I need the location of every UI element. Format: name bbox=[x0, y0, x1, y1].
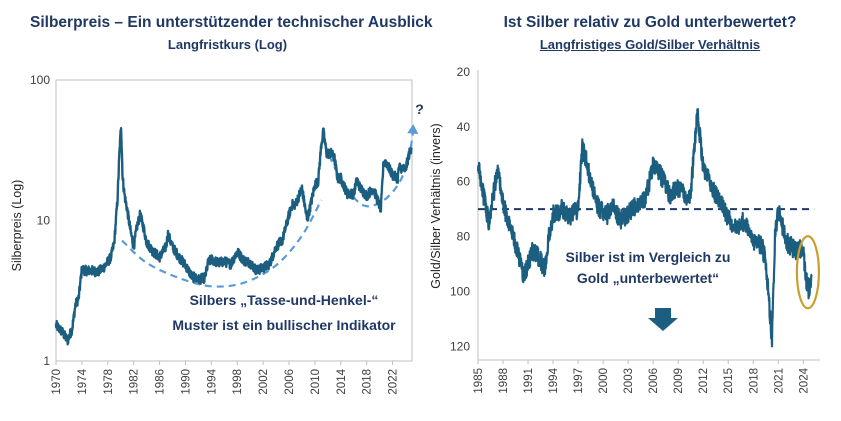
right-y-tick-label: 120 bbox=[450, 339, 470, 353]
right-y-tick-label: 20 bbox=[457, 65, 471, 79]
cup-handle-annotation-line2: Muster ist ein bullischer Indikator bbox=[172, 317, 396, 333]
left-x-tick-label: 1982 bbox=[129, 369, 141, 395]
right-x-tick-label: 2021 bbox=[773, 368, 785, 394]
left-x-tick-label: 2002 bbox=[258, 369, 270, 395]
right-y-tick-label: 80 bbox=[457, 230, 471, 244]
left-x-tick-label: 2014 bbox=[336, 368, 348, 394]
recent-highlight-ellipse bbox=[795, 235, 821, 310]
cup-handle-annotation-line1: Silbers „Tasse-und-Henkel-“ bbox=[190, 292, 379, 308]
left-x-tick-label: 2006 bbox=[284, 369, 296, 395]
left-x-tick-label: 2018 bbox=[362, 369, 374, 395]
right-x-tick-label: 1988 bbox=[498, 368, 510, 394]
left-chart-title: Silberpreis – Ein unterstützender techni… bbox=[30, 14, 433, 31]
right-y-axis-label: Gold/Silber Verhältnis (invers) bbox=[429, 123, 443, 288]
gold-silver-ratio-line bbox=[476, 107, 813, 348]
left-y-tick-label: 10 bbox=[37, 214, 51, 228]
silver-price-line bbox=[54, 126, 413, 346]
right-x-tick-label: 2006 bbox=[648, 368, 660, 394]
right-y-tick-label: 40 bbox=[457, 120, 471, 134]
left-x-tick-label: 1970 bbox=[51, 369, 63, 395]
question-mark-annotation: ? bbox=[415, 101, 424, 117]
left-chart-subtitle: Langfristkurs (Log) bbox=[167, 37, 288, 52]
right-y-tick-label: 100 bbox=[450, 284, 470, 298]
left-x-tick-label: 2022 bbox=[388, 369, 400, 395]
right-x-tick-label: 2015 bbox=[723, 368, 735, 394]
right-x-tick-label: 1997 bbox=[573, 368, 585, 394]
undervalued-annotation-line1: Silber ist im Vergleich zu bbox=[566, 249, 731, 265]
right-x-tick-label: 1985 bbox=[473, 368, 485, 394]
left-plot-frame bbox=[55, 79, 413, 362]
left-y-tick-label: 1 bbox=[43, 354, 50, 368]
right-x-tick-label: 2003 bbox=[623, 368, 635, 394]
right-x-tick-label: 1994 bbox=[548, 367, 560, 393]
left-x-tick-label: 2010 bbox=[310, 369, 322, 395]
right-chart-subtitle: Langfristiges Gold/Silber Verhältnis bbox=[539, 37, 761, 52]
left-x-tick-label: 1998 bbox=[232, 369, 244, 395]
right-x-tick-label: 2000 bbox=[598, 368, 610, 394]
right-x-tick-label: 2012 bbox=[698, 368, 710, 394]
right-x-tick-label: 2024 bbox=[798, 367, 810, 393]
right-x-tick-label: 2018 bbox=[748, 368, 760, 394]
left-x-tick-label: 1986 bbox=[155, 369, 167, 395]
left-x-tick-label: 1978 bbox=[103, 369, 115, 395]
left-y-axis-label: Silberpreis (Log) bbox=[10, 180, 24, 272]
right-chart-title: Ist Silber relativ zu Gold unterbewertet… bbox=[503, 14, 797, 31]
undervalued-annotation-line2: Gold „unterbewertet“ bbox=[577, 270, 719, 286]
left-y-tick-label: 100 bbox=[30, 73, 50, 87]
right-y-tick-label: 60 bbox=[457, 175, 471, 189]
right-x-tick-label: 1991 bbox=[523, 368, 535, 394]
handle-arrow-head bbox=[407, 124, 419, 135]
left-x-tick-label: 1990 bbox=[180, 369, 192, 395]
down-arrow-icon bbox=[648, 308, 678, 331]
left-x-tick-label: 1994 bbox=[206, 368, 218, 394]
right-x-tick-label: 2009 bbox=[673, 368, 685, 394]
cup-pattern-curve bbox=[121, 199, 323, 288]
left-x-tick-label: 1974 bbox=[77, 368, 89, 394]
